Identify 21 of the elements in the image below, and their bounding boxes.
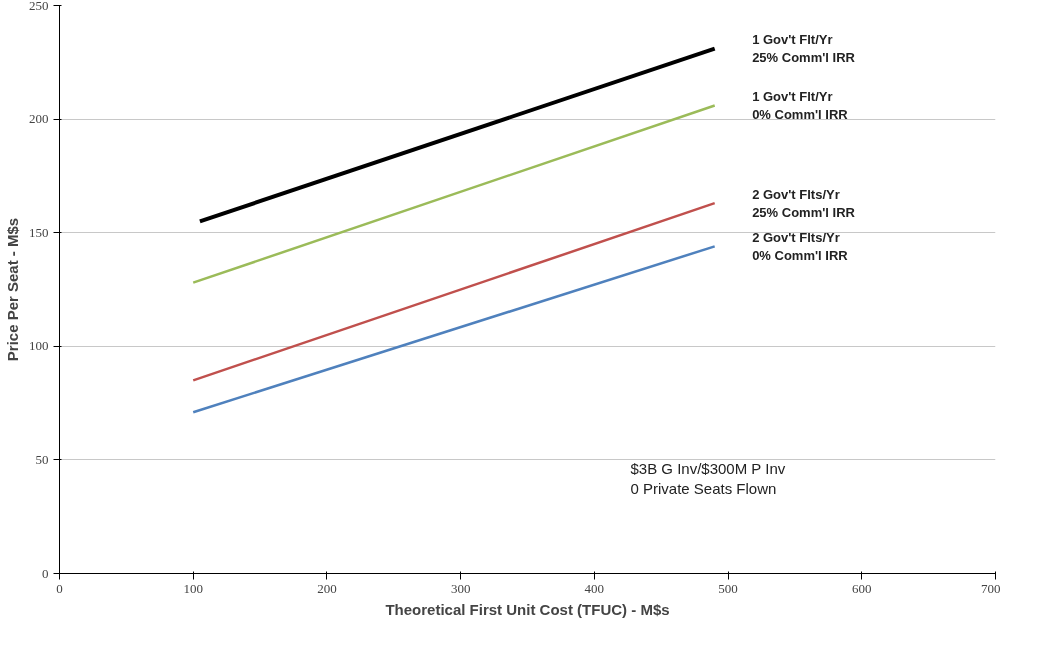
x-tick-label: 400 — [584, 580, 605, 596]
x-tick-label: 700 — [981, 580, 1001, 596]
y-axis-title: Price Per Seat - M$s — [4, 217, 21, 362]
y-tick-label: 0 — [42, 565, 49, 581]
y-tick-label: 150 — [29, 224, 49, 240]
x-tick-label: 600 — [852, 580, 872, 596]
y-tick-label: 50 — [35, 451, 49, 467]
y-tick-label: 250 — [29, 0, 49, 13]
annotation: $3B G Inv/$300M P Inv 0 Private Seats Flown — [630, 459, 786, 498]
text: 1 Gov't Flt/Yr 0% Comm'l IRR — [752, 88, 849, 122]
x-tick-label: 0 — [56, 580, 63, 596]
x-tick-label: 100 — [183, 580, 203, 596]
y-tick-label: 100 — [29, 338, 49, 354]
x-tick-label: 500 — [718, 580, 738, 596]
text: 2 Gov't Flts/Yr 25% Comm'l IRR — [752, 186, 856, 220]
y-tick-label: 200 — [29, 111, 49, 127]
x-tick-label: 300 — [450, 580, 471, 596]
x-axis-title: Theoretical First Unit Cost (TFUC) - M$s — [385, 600, 670, 618]
text: 2 Gov't Flts/Yr 0% Comm'l IRR — [752, 229, 849, 263]
text: 1 Gov't Flt/Yr 25% Comm'l IRR — [752, 32, 856, 66]
x-tick-label: 200 — [317, 580, 337, 596]
